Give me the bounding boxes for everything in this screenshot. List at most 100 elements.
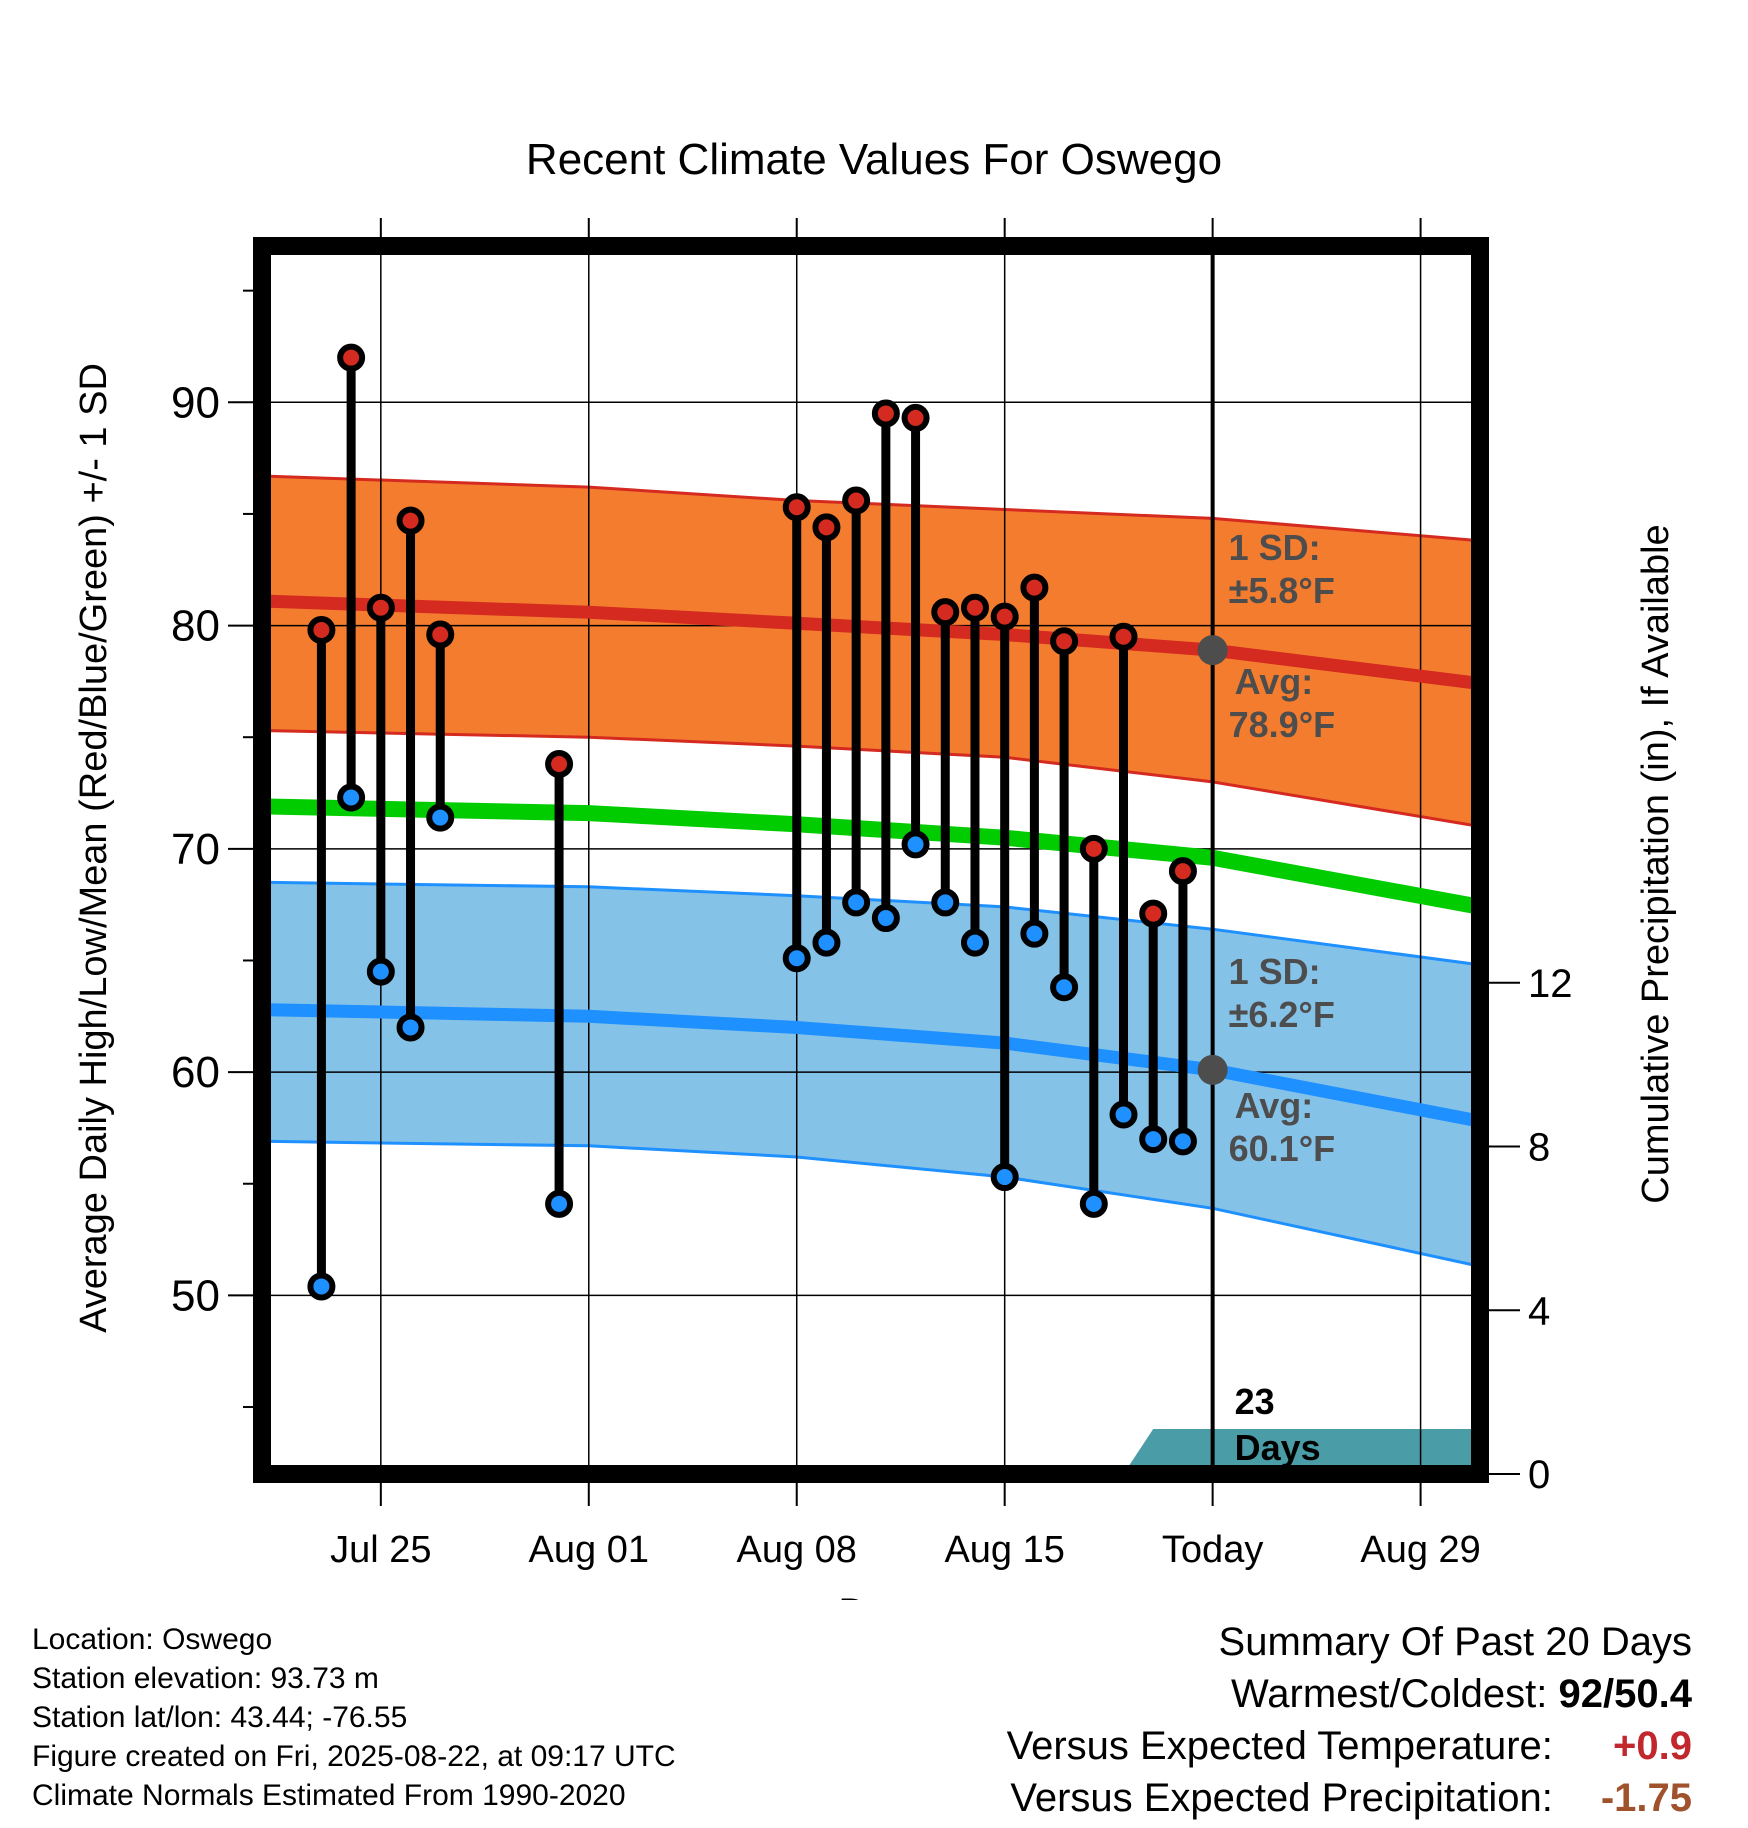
obs-high-point — [1139, 899, 1168, 928]
precip-value: -1.75 — [1600, 1776, 1692, 1820]
climate-chart: Recent Climate Values For Oswego 1 SD:±5… — [73, 135, 1677, 1600]
y2-tick-label: 4 — [1528, 1289, 1550, 1333]
high-band-upper-edge — [261, 474, 1481, 543]
high-sd-band — [262, 476, 1480, 827]
low-avg-label: Avg: — [1235, 1085, 1314, 1126]
summary-panel: Summary Of Past 20 Days Warmest/Coldest:… — [1007, 1616, 1692, 1824]
obs-high-point — [396, 506, 425, 535]
x-axis-label: Day — [838, 1591, 909, 1600]
low-sd-value: ±6.2°F — [1229, 994, 1335, 1035]
obs-high-point — [1020, 573, 1049, 602]
station-info: Location: Oswego Station elevation: 93.7… — [32, 1620, 676, 1815]
latlon-text: Station lat/lon: 43.44; -76.55 — [32, 1701, 408, 1734]
obs-high-point — [1109, 622, 1138, 651]
y2-axis-label: Cumulative Precipitation (in), If Availa… — [1635, 524, 1677, 1203]
y-tick-label: 50 — [171, 1271, 220, 1320]
obs-low-point — [1139, 1125, 1168, 1154]
y-axis-label: Average Daily High/Low/Mean (Red/Blue/Gr… — [73, 363, 115, 1333]
low-avg-value: 60.1°F — [1229, 1128, 1335, 1169]
low-sd-band — [262, 882, 1480, 1267]
obs-high-point — [337, 343, 366, 372]
obs-low-point — [1109, 1100, 1138, 1129]
days-label: Days — [1235, 1427, 1321, 1468]
days-count: 23 — [1235, 1381, 1275, 1422]
obs-high-point — [960, 593, 989, 622]
x-tick-label: Aug 15 — [944, 1529, 1064, 1571]
obs-low-point — [901, 830, 930, 859]
low-band-lower-edge — [261, 1139, 1481, 1268]
obs-low-point — [960, 928, 989, 957]
precip-label: Versus Expected Precipitation: — [1010, 1776, 1553, 1820]
precipitation-area — [262, 1429, 1480, 1474]
high-mean-line — [261, 594, 1481, 691]
obs-high-point — [1050, 627, 1079, 656]
obs-high-point — [1079, 834, 1108, 863]
created-text: Figure created on Fri, 2025-08-22, at 09… — [32, 1740, 676, 1773]
elevation-text: Station elevation: 93.73 m — [32, 1662, 379, 1695]
obs-high-point — [842, 486, 871, 515]
high-sd-label: 1 SD: — [1229, 527, 1321, 568]
obs-low-point — [545, 1189, 574, 1218]
low-band-upper-edge — [261, 880, 1481, 967]
obs-high-point — [1168, 857, 1197, 886]
obs-low-point — [307, 1272, 336, 1301]
obs-high-point — [545, 749, 574, 778]
obs-high-point — [307, 616, 336, 645]
obs-low-point — [1079, 1189, 1108, 1218]
x-tick-label: Today — [1162, 1529, 1263, 1571]
chart-title: Recent Climate Values For Oswego — [526, 135, 1222, 184]
high-avg-label: Avg: — [1235, 661, 1314, 702]
x-tick-label: Aug 08 — [737, 1529, 857, 1571]
y-tick-label: 90 — [171, 378, 220, 427]
obs-low-point — [426, 803, 455, 832]
high-band-lower-edge — [261, 729, 1481, 828]
high-avg-marker — [1197, 635, 1228, 666]
high-sd-value: ±5.8°F — [1229, 570, 1335, 611]
temp-label: Versus Expected Temperature: — [1006, 1724, 1553, 1768]
low-sd-label: 1 SD: — [1229, 951, 1321, 992]
daily-mean-line — [261, 798, 1482, 915]
obs-low-point — [366, 957, 395, 986]
low-mean-line — [261, 1003, 1482, 1128]
obs-low-point — [990, 1163, 1019, 1192]
obs-low-point — [1050, 973, 1079, 1002]
y2-tick-label: 0 — [1528, 1453, 1550, 1497]
obs-high-point — [871, 399, 900, 428]
normals-source-text: Climate Normals Estimated From 1990-2020 — [32, 1779, 626, 1812]
obs-low-point — [337, 783, 366, 812]
obs-high-point — [782, 493, 811, 522]
obs-low-point — [871, 904, 900, 933]
summary-precip-row: Versus Expected Precipitation: -1.75 — [1007, 1772, 1692, 1824]
x-tick-label: Aug 29 — [1360, 1529, 1480, 1571]
obs-high-point — [901, 403, 930, 432]
obs-low-point — [812, 928, 841, 957]
summary-warmest-row: Warmest/Coldest: 92/50.4 — [1007, 1668, 1692, 1720]
x-tick-label: Aug 01 — [529, 1529, 649, 1571]
x-tick-label: Jul 25 — [330, 1529, 431, 1571]
obs-high-point — [366, 593, 395, 622]
temp-value: +0.9 — [1613, 1724, 1692, 1768]
high-avg-value: 78.9°F — [1229, 704, 1335, 745]
warmest-value: 92/50.4 — [1558, 1672, 1692, 1716]
y2-tick-label: 8 — [1528, 1126, 1550, 1170]
obs-low-point — [931, 888, 960, 917]
warmest-label: Warmest/Coldest: — [1231, 1672, 1548, 1716]
obs-high-point — [812, 513, 841, 542]
obs-low-point — [782, 944, 811, 973]
low-avg-marker — [1197, 1054, 1228, 1085]
y-tick-label: 80 — [171, 602, 220, 651]
obs-low-point — [1020, 919, 1049, 948]
obs-high-point — [426, 620, 455, 649]
summary-title: Summary Of Past 20 Days — [1218, 1620, 1692, 1664]
plot-frame — [253, 237, 1489, 1483]
location-text: Location: Oswego — [32, 1623, 273, 1656]
obs-low-point — [842, 888, 871, 917]
y-tick-label: 60 — [171, 1048, 220, 1097]
obs-high-point — [931, 598, 960, 627]
obs-low-point — [396, 1013, 425, 1042]
y-tick-label: 70 — [171, 825, 220, 874]
summary-temp-row: Versus Expected Temperature: +0.9 — [1007, 1720, 1692, 1772]
y2-tick-label: 12 — [1528, 962, 1573, 1006]
obs-high-point — [990, 602, 1019, 631]
obs-low-point — [1168, 1127, 1197, 1156]
